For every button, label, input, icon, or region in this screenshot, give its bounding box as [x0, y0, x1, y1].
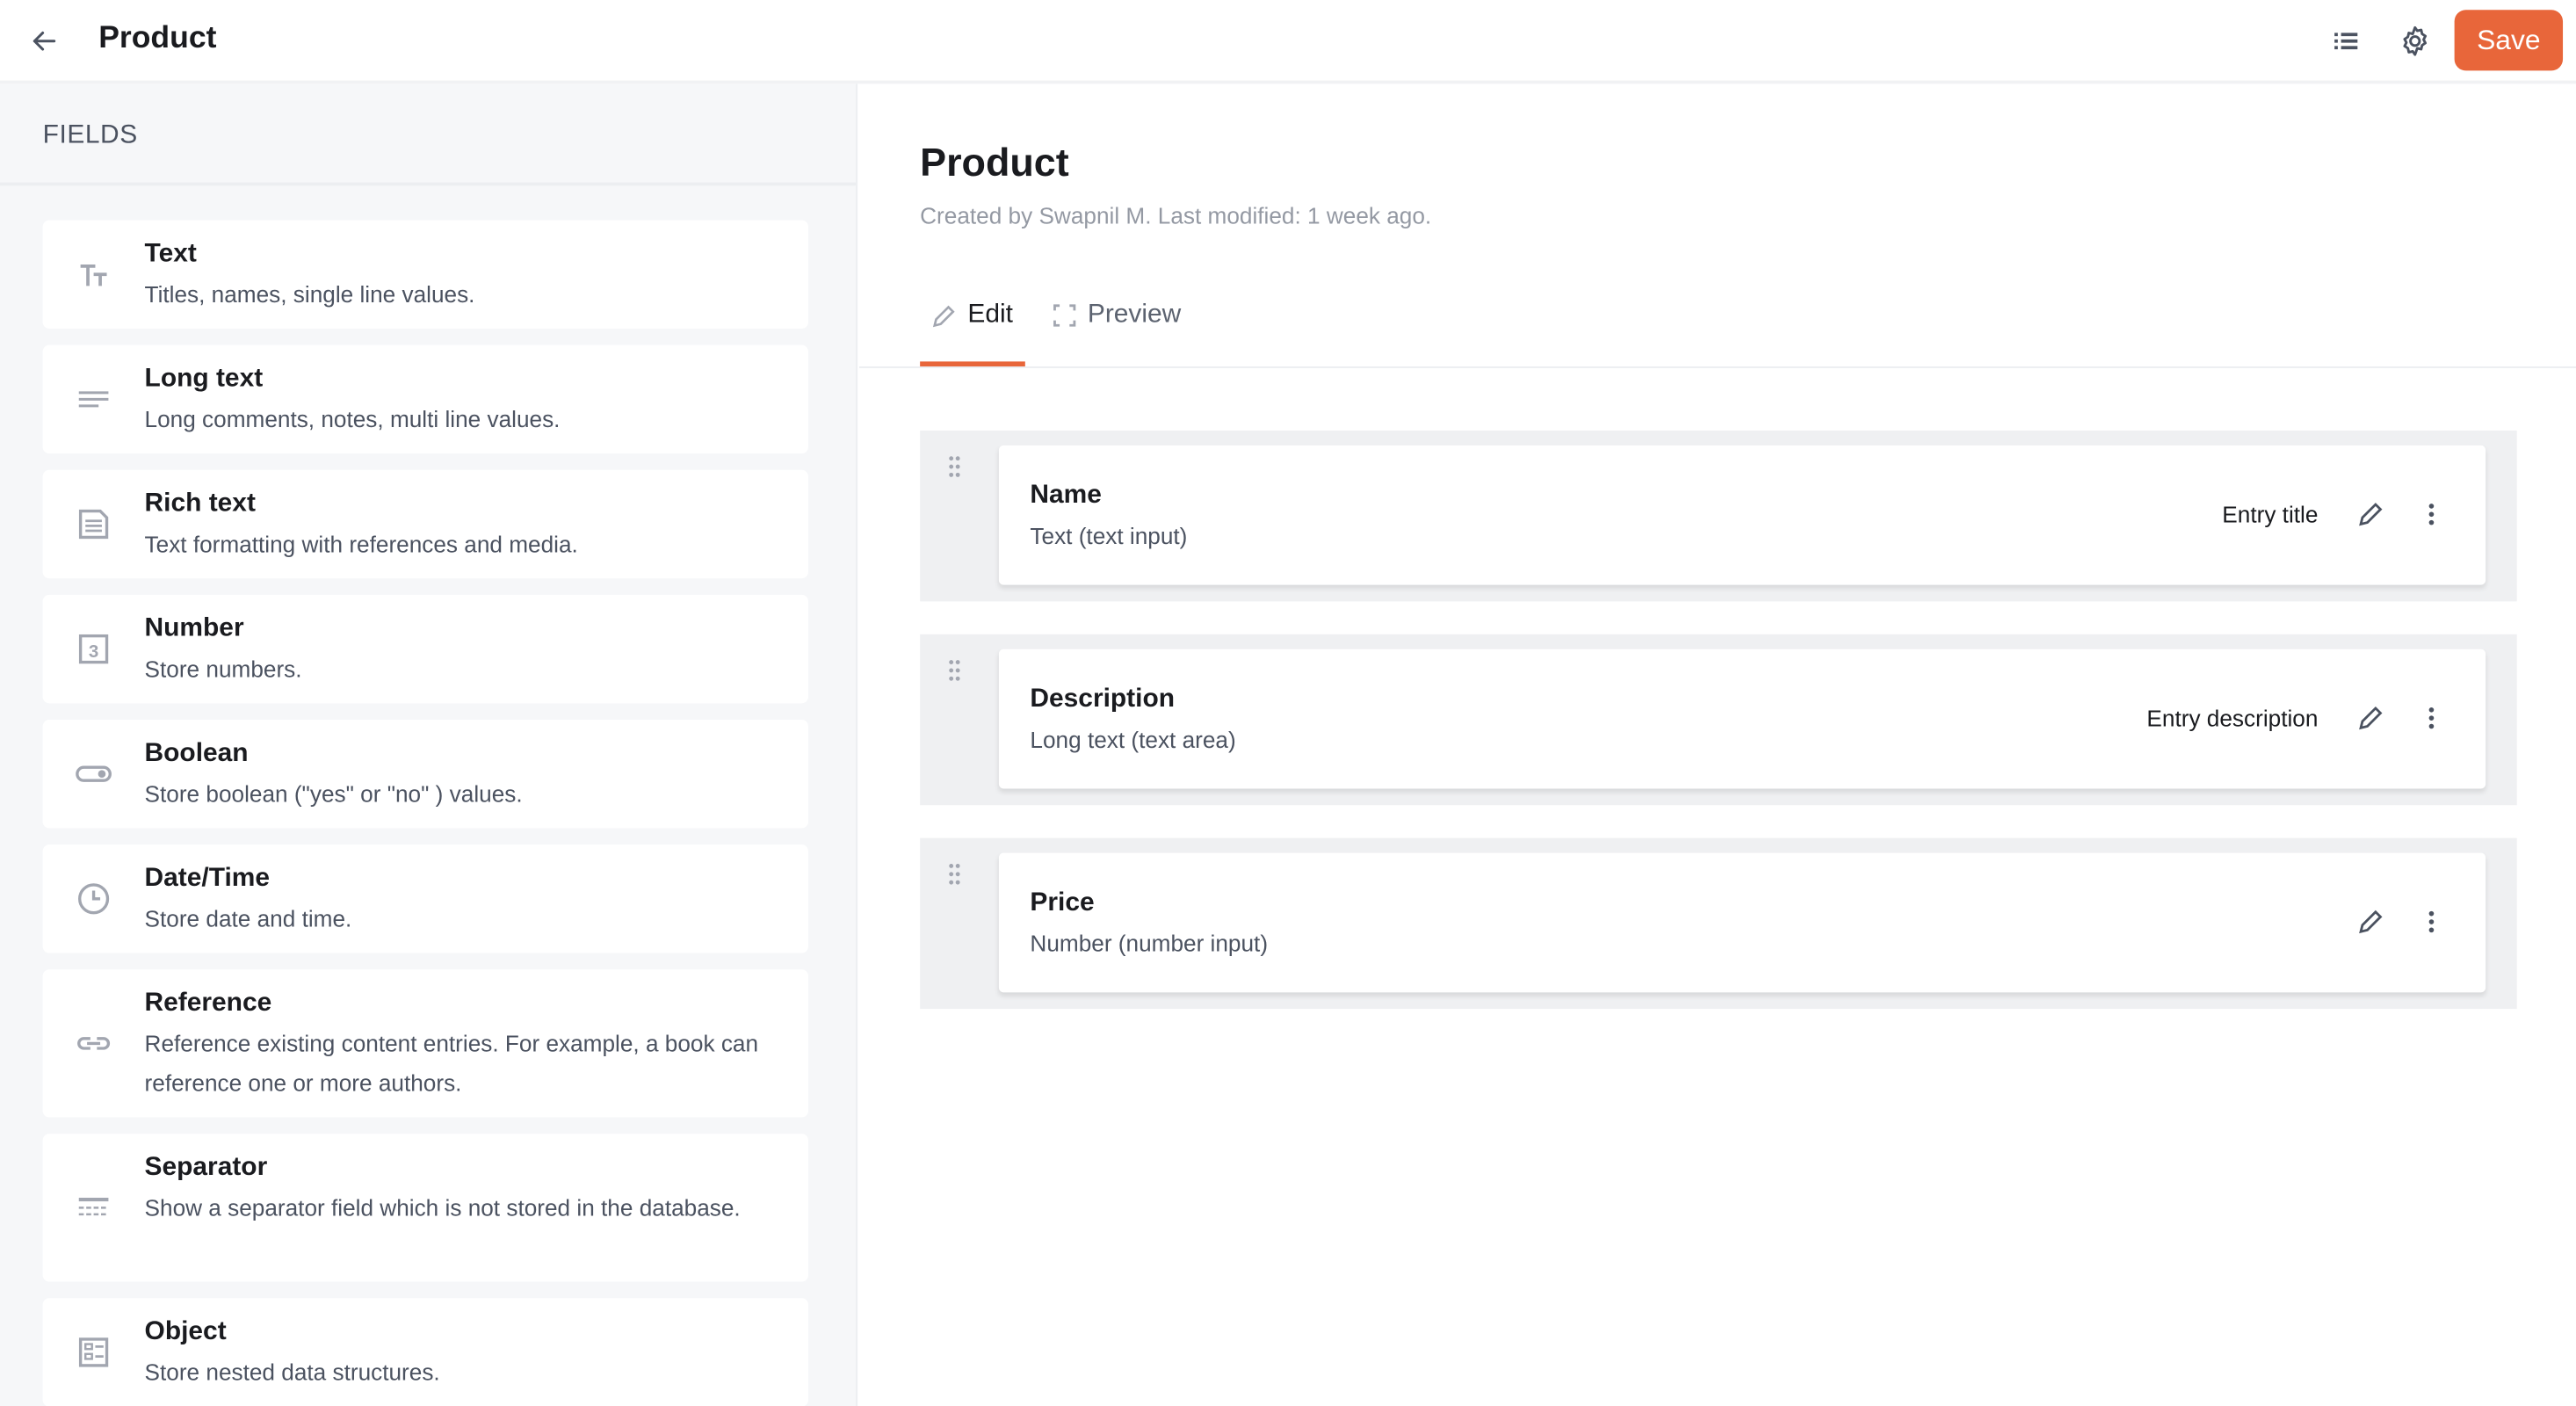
- field-type-description: Text formatting with references and medi…: [144, 530, 578, 557]
- field-type-description: Store date and time.: [144, 905, 352, 932]
- field-name: Name: [1030, 481, 1102, 510]
- back-arrow-icon[interactable]: [28, 25, 61, 57]
- field-type-label: Date/Time: [144, 864, 271, 893]
- drag-handle-icon[interactable]: [946, 863, 963, 886]
- fields-heading: FIELDS: [0, 83, 857, 186]
- field-card[interactable]: Price Number (number input): [998, 852, 2486, 993]
- field-type: Number (number input): [1030, 930, 1269, 957]
- link-icon: [77, 1037, 111, 1050]
- field-type-description: Store nested data structures.: [144, 1359, 440, 1386]
- save-button[interactable]: Save: [2454, 10, 2564, 71]
- field-row: Name Text (text input) Entry title: [920, 430, 2517, 602]
- document-icon: [78, 509, 109, 540]
- content-type-meta: Created by Swapnil M. Last modified: 1 w…: [920, 201, 1432, 228]
- separator-icon: [78, 1197, 109, 1216]
- field-card[interactable]: Name Text (text input) Entry title: [998, 445, 2486, 585]
- field-type-reference[interactable]: Reference Reference existing content ent…: [42, 969, 808, 1118]
- field-type-label: Object: [144, 1317, 227, 1346]
- align-left-icon: [78, 391, 109, 408]
- content-type-editor: Product Created by Swapnil M. Last modif…: [858, 83, 2576, 1406]
- drag-handle-icon[interactable]: [946, 659, 963, 682]
- top-bar: Product Save: [0, 0, 2576, 84]
- field-type-description: Store boolean ("yes" or "no" ) values.: [144, 780, 523, 808]
- field-type-date-time[interactable]: Date/Time Store date and time.: [42, 844, 808, 953]
- field-type-label: Text: [144, 240, 197, 268]
- field-type-description: Titles, names, single line values.: [144, 280, 475, 308]
- toggle-icon: [76, 765, 112, 782]
- field-name: Description: [1030, 685, 1176, 714]
- field-type-description: Show a separator field which is not stor…: [144, 1194, 741, 1221]
- field-type-label: Boolean: [144, 739, 249, 768]
- field-type-label: Long text: [144, 365, 264, 393]
- field-role: Entry title: [2222, 501, 2319, 528]
- field-card[interactable]: Description Long text (text area) Entry …: [998, 649, 2486, 789]
- drag-handle-icon[interactable]: [946, 455, 963, 478]
- field-type-boolean[interactable]: Boolean Store boolean ("yes" or "no" ) v…: [42, 720, 808, 829]
- tab-bar: Edit Preview: [858, 278, 2576, 368]
- field-type-label: Reference: [144, 989, 272, 1018]
- number-icon: 3: [78, 634, 109, 664]
- field-type-number[interactable]: 3 Number Store numbers.: [42, 594, 808, 704]
- field-type-label: Rich text: [144, 489, 256, 518]
- expand-icon: [1053, 304, 1076, 327]
- more-options-icon[interactable]: [2421, 705, 2441, 731]
- field-type-description: Long comments, notes, multi line values.: [144, 405, 561, 432]
- active-tab-indicator: [920, 361, 1025, 366]
- field-row: Description Long text (text area) Entry …: [920, 634, 2517, 806]
- field-type: Long text (text area): [1030, 726, 1236, 753]
- text-type-icon: [80, 265, 107, 286]
- field-type-separator[interactable]: Separator Show a separator field which i…: [42, 1134, 808, 1282]
- content-type-title: Product: [920, 141, 1069, 186]
- more-options-icon[interactable]: [2421, 501, 2441, 527]
- field-type-object[interactable]: Object Store nested data structures.: [42, 1298, 808, 1406]
- edit-pencil-icon[interactable]: [2357, 705, 2384, 731]
- field-role: Entry description: [2146, 705, 2319, 732]
- field-type-label: Separator: [144, 1153, 268, 1182]
- field-type-description: Store numbers.: [144, 656, 302, 683]
- edit-pencil-icon[interactable]: [2357, 909, 2384, 935]
- tab-label: Preview: [1087, 301, 1182, 329]
- gear-icon[interactable]: [2397, 23, 2433, 59]
- tab-edit[interactable]: Edit: [931, 301, 1013, 330]
- tab-label: Edit: [967, 301, 1013, 329]
- list-icon[interactable]: [2328, 23, 2364, 59]
- field-type-text[interactable]: Text Titles, names, single line values.: [42, 220, 808, 329]
- more-options-icon[interactable]: [2421, 909, 2441, 935]
- field-type-description: Reference existing content entries. For …: [144, 1030, 759, 1097]
- edit-pencil-icon[interactable]: [2357, 501, 2384, 527]
- field-name: Price: [1030, 888, 1095, 917]
- clock-icon: [78, 883, 110, 915]
- field-type: Text (text input): [1030, 522, 1188, 549]
- page-header-title: Product: [98, 21, 217, 56]
- svg-text:3: 3: [89, 641, 98, 662]
- object-icon: [78, 1337, 109, 1367]
- fields-sidebar: FIELDS Text Titles, names, single line v…: [0, 83, 858, 1406]
- field-type-rich-text[interactable]: Rich text Text formatting with reference…: [42, 469, 808, 579]
- pencil-icon: [932, 304, 955, 327]
- field-type-label: Number: [144, 614, 244, 643]
- field-type-long-text[interactable]: Long text Long comments, notes, multi li…: [42, 344, 808, 454]
- tab-preview[interactable]: Preview: [1053, 301, 1182, 330]
- field-row: Price Number (number input): [920, 837, 2517, 1010]
